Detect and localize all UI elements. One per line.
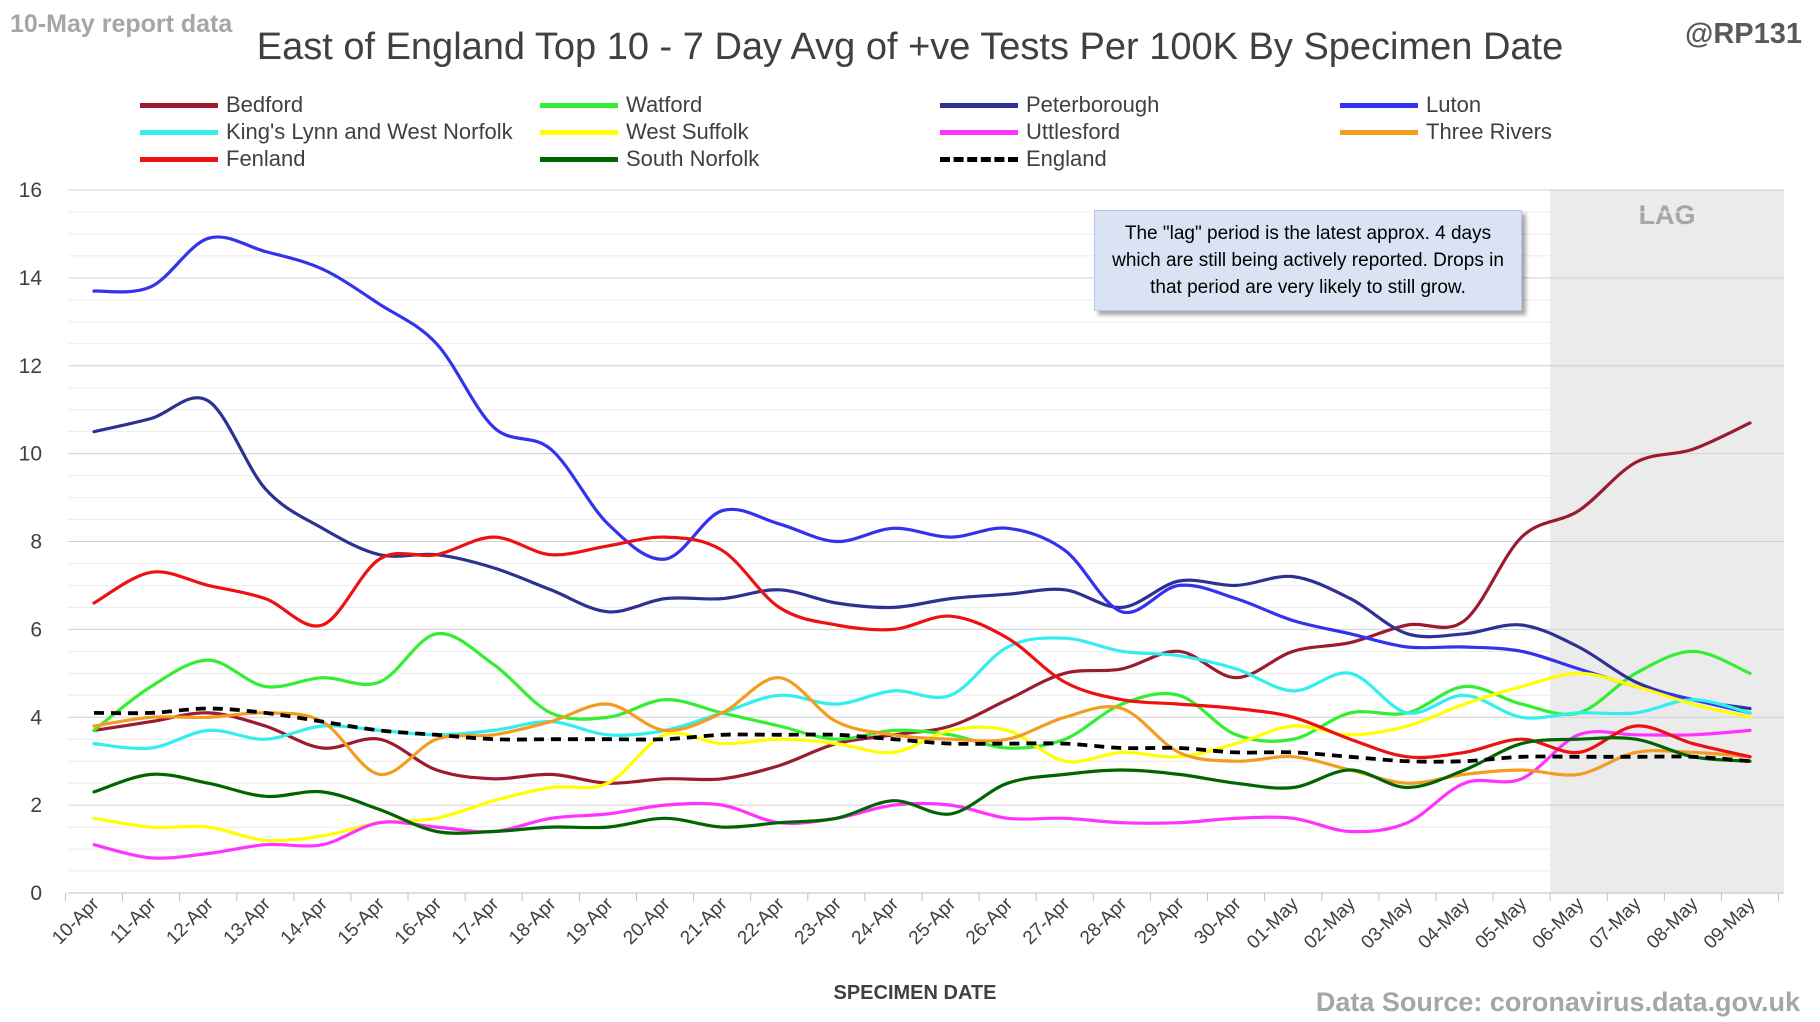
x-axis: 10-Apr 11-Apr 12-Apr 13-Apr 14-Apr 15-Apr 16-A… — [48, 892, 1784, 953]
legend-label: Watford — [626, 92, 703, 117]
x-tick-label: 27-Apr — [1019, 893, 1075, 949]
x-tick-label: 30-Apr — [1190, 893, 1246, 949]
y-tick-label: 16 — [19, 179, 42, 202]
data-source: Data Source: coronavirus.data.gov.uk — [1315, 987, 1800, 1017]
x-tick-label: 24-Apr — [848, 893, 904, 949]
x-tick-label: 25-Apr — [905, 893, 961, 949]
legend-swatch — [1340, 102, 1418, 108]
x-tick-label: 16-Apr — [391, 893, 447, 949]
legend-item-south-norfolk: South Norfolk — [540, 146, 759, 172]
legend-label: Bedford — [226, 92, 304, 117]
legend-item-england: England — [940, 146, 1107, 172]
x-tick-label: 18-Apr — [505, 893, 561, 949]
x-tick-label: 15-Apr — [334, 893, 390, 949]
x-axis-label: SPECIMEN DATE — [833, 982, 997, 1004]
x-tick-label: 09-May — [1700, 893, 1760, 953]
legend-swatch — [1340, 129, 1418, 135]
legend-item-bedford: Bedford — [140, 92, 303, 118]
legend-label: Uttlesford — [1026, 119, 1121, 144]
legend-swatch — [940, 156, 1018, 162]
legend-label: England — [1026, 146, 1107, 171]
gridlines — [68, 189, 1784, 894]
legend-item-west-suffolk: West Suffolk — [540, 119, 749, 145]
series-line-uttlesford — [92, 728, 1752, 860]
legend-item-fenland: Fenland — [140, 146, 306, 172]
y-tick-label: 14 — [19, 267, 43, 290]
y-tick-label: 4 — [30, 706, 42, 729]
y-tick-label: 2 — [30, 794, 42, 817]
y-tick-label: 12 — [19, 355, 42, 378]
series-line-king-s-lynn-and-west-norfolk — [92, 636, 1752, 751]
x-tick-label: 28-Apr — [1076, 893, 1132, 949]
legend-swatch — [140, 102, 218, 108]
x-tick-label: 06-May — [1529, 893, 1589, 953]
lag-note: The "lag" period is the latest approx. 4… — [1094, 210, 1522, 311]
legend-swatch — [540, 129, 618, 135]
series-line-watford — [92, 632, 1752, 750]
x-tick-label: 19-Apr — [562, 893, 618, 949]
series-line-three-rivers — [92, 676, 1752, 785]
x-tick-label: 23-Apr — [791, 893, 847, 949]
x-tick-label: 22-Apr — [734, 893, 790, 949]
x-tick-label: 07-May — [1586, 893, 1646, 953]
legend-swatch — [140, 156, 218, 162]
x-tick-label: 04-May — [1414, 893, 1474, 953]
legend-swatch — [940, 129, 1018, 135]
x-tick-label: 11-Apr — [106, 893, 161, 948]
legend-label: Luton — [1426, 92, 1482, 117]
legend-item-three-rivers: Three Rivers — [1340, 119, 1552, 145]
x-tick-label: 17-Apr — [448, 893, 504, 949]
y-tick-label: 6 — [30, 618, 42, 641]
series-line-luton — [92, 235, 1752, 715]
legend-swatch — [140, 129, 218, 135]
x-tick-label: 21-Apr — [676, 893, 732, 949]
series-line-south-norfolk — [92, 736, 1752, 835]
series-line-fenland — [92, 535, 1752, 760]
report-date-label: 10-May report data — [10, 10, 233, 38]
x-tick-label: 26-Apr — [962, 893, 1018, 949]
legend-label: King's Lynn and West Norfolk — [226, 119, 513, 144]
x-tick-label: 01-May — [1243, 893, 1303, 953]
legend-label: Three Rivers — [1426, 119, 1552, 144]
x-tick-label: 12-Apr — [163, 893, 219, 949]
x-tick-label: 08-May — [1643, 893, 1703, 953]
y-tick-label: 0 — [30, 882, 42, 905]
legend-swatch — [540, 102, 618, 108]
legend-label: Fenland — [226, 146, 306, 171]
x-tick-label: 05-May — [1471, 893, 1531, 953]
x-tick-label: 02-May — [1300, 893, 1360, 953]
legend-label: South Norfolk — [626, 146, 760, 171]
x-tick-label: 14-Apr — [277, 893, 333, 949]
series-line-england — [93, 706, 1751, 764]
x-tick-label: 29-Apr — [1133, 893, 1189, 949]
legend-item-peterborough: Peterborough — [940, 92, 1159, 118]
y-tick-label: 8 — [30, 531, 42, 554]
legend-label: Peterborough — [1026, 92, 1160, 117]
y-tick-label: 10 — [19, 443, 42, 466]
x-tick-label: 10-Apr — [48, 893, 104, 949]
series-lines — [92, 235, 1752, 860]
author-handle: @RP131 — [1685, 18, 1802, 50]
y-axis: 0 2 4 6 8 10 12 14 16 — [19, 179, 43, 905]
lag-label: LAG — [1639, 200, 1696, 230]
legend-label: West Suffolk — [626, 119, 749, 144]
legend-item-watford: Watford — [540, 92, 702, 118]
legend-swatch — [940, 102, 1018, 108]
x-tick-label: 03-May — [1357, 893, 1417, 953]
chart-title: East of England Top 10 - 7 Day Avg of +v… — [256, 26, 1564, 68]
legend-item-king-s-lynn-and-west-norfolk: King's Lynn and West Norfolk — [140, 119, 513, 145]
legend-item-luton: Luton — [1340, 92, 1481, 118]
series-line-peterborough — [92, 396, 1752, 711]
series-line-bedford — [92, 421, 1752, 785]
legend-swatch — [540, 156, 618, 162]
x-tick-label: 20-Apr — [619, 893, 675, 949]
legend-item-uttlesford: Uttlesford — [940, 119, 1120, 145]
x-tick-label: 13-Apr — [220, 893, 276, 949]
